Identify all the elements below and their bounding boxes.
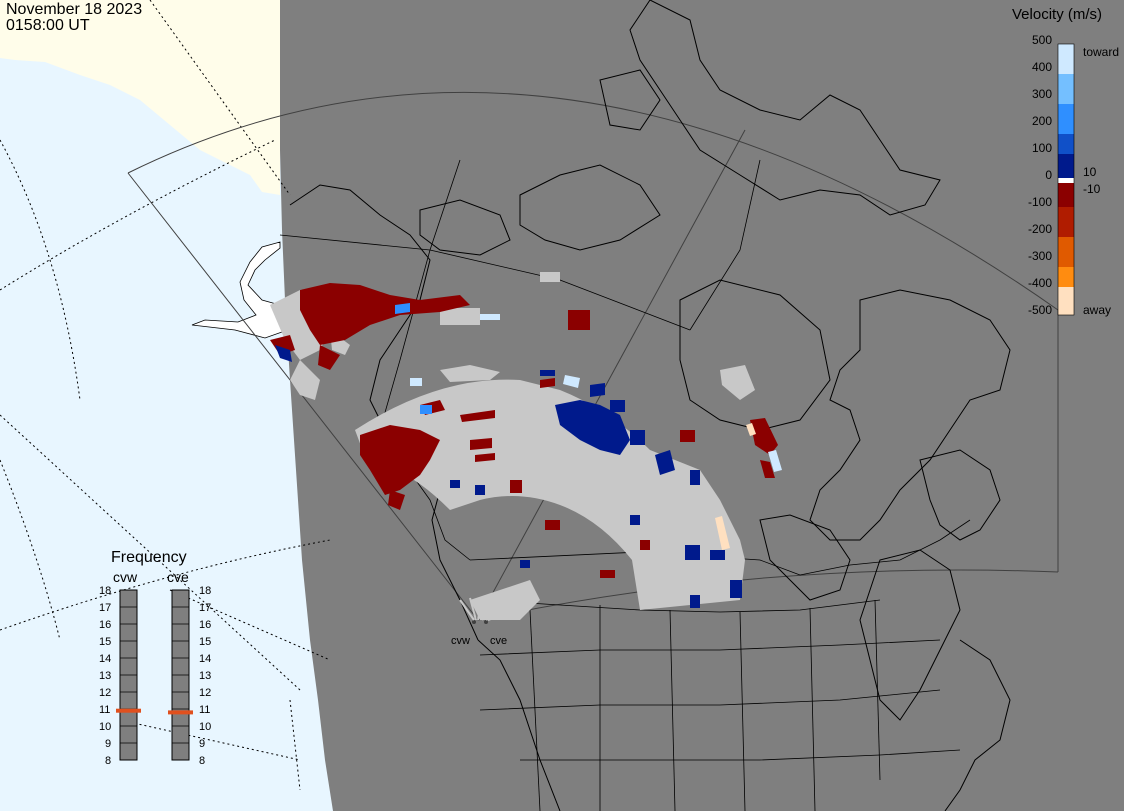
- velocity-scale-title: Velocity (m/s): [1012, 6, 1103, 23]
- velocity-tick: -200: [1027, 222, 1052, 236]
- date-label: November 18 2023: [6, 1, 143, 18]
- frequency-tick-left: 12: [99, 687, 112, 699]
- velocity-tick: 300: [1031, 87, 1052, 101]
- frequency-tick-right: 17: [199, 602, 212, 614]
- velocity-tick: 200: [1031, 114, 1052, 128]
- velocity-tick: -400: [1027, 276, 1052, 290]
- frequency-tick-right: 16: [199, 619, 212, 631]
- frequency-marker-cvw: [116, 708, 141, 713]
- frequency-tick-right: 18: [199, 585, 212, 597]
- velocity-tick: -300: [1027, 249, 1052, 263]
- velocity-away-strong: [715, 423, 756, 550]
- velocity-plus-threshold: 10: [1083, 165, 1097, 179]
- frequency-tick-right: 11: [199, 704, 211, 716]
- velocity-tick: 400: [1031, 60, 1052, 74]
- frequency-tick-left: 14: [99, 653, 112, 665]
- frequency-tick-right: 12: [199, 687, 212, 699]
- frequency-tick-left: 18: [99, 585, 112, 597]
- frequency-tick-left: 8: [105, 755, 112, 767]
- frequency-tick-left: 11: [99, 704, 111, 716]
- frequency-tick-right: 9: [199, 738, 206, 750]
- site-label-cvw: cvw: [451, 635, 470, 647]
- near-range-beams: [459, 596, 516, 621]
- alaska-land: [0, 0, 280, 195]
- radar-name-cve: cve: [167, 569, 189, 585]
- velocity-toward-weak: [275, 345, 742, 608]
- frequency-tick-right: 14: [199, 653, 212, 665]
- radar-site-cvw: [472, 620, 476, 624]
- site-label-cve: cve: [490, 635, 508, 647]
- frequency-tick-right: 10: [199, 721, 212, 733]
- radar-name-cvw: cvw: [113, 569, 138, 585]
- frequency-tick-right: 13: [199, 670, 212, 682]
- velocity-colorbar: [1057, 43, 1075, 316]
- frequency-marker-cve: [168, 710, 193, 715]
- velocity-toward-mid: [395, 303, 432, 414]
- frequency-tick-left: 13: [99, 670, 112, 682]
- velocity-away-label: away: [1083, 303, 1112, 317]
- frequency-title: Frequency: [111, 549, 187, 566]
- frequency-tick-left: 17: [99, 602, 112, 614]
- coastlines: [289, 0, 1011, 811]
- velocity-tick: -100: [1027, 195, 1052, 209]
- time-label: 0158:00 UT: [6, 17, 90, 34]
- frequency-tick-left: 16: [99, 619, 112, 631]
- velocity-tick: 500: [1031, 33, 1052, 47]
- velocity-tick: 0: [1045, 168, 1052, 182]
- velocity-tick: 100: [1031, 141, 1052, 155]
- velocity-toward-strong: [410, 314, 782, 472]
- frequency-tick-left: 10: [99, 721, 112, 733]
- frequency-tick-left: 15: [99, 636, 112, 648]
- velocity-toward-label: toward: [1083, 45, 1120, 59]
- radar-site-cve: [484, 620, 488, 624]
- frequency-tick-left: 9: [105, 738, 112, 750]
- velocity-away-weak: [270, 283, 778, 578]
- frequency-tick-right: 15: [199, 636, 212, 648]
- velocity-minus-threshold: -10: [1083, 182, 1101, 196]
- velocity-tick: -500: [1027, 303, 1052, 317]
- frequency-tick-right: 8: [199, 755, 206, 767]
- graticule-dotted: [0, 0, 331, 791]
